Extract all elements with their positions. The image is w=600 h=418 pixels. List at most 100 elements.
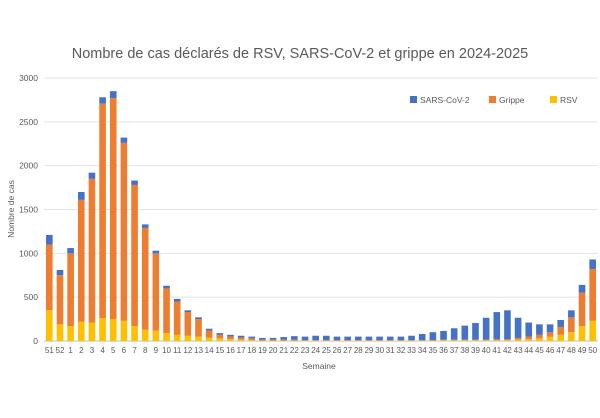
bar-sars-cov-2-week-47 xyxy=(557,320,564,327)
x-tick-label: 38 xyxy=(460,346,469,355)
x-tick-label: 50 xyxy=(588,346,597,355)
bar-sars-cov-2-week-14 xyxy=(206,329,213,331)
legend-swatch-sars-cov-2 xyxy=(410,96,417,103)
x-tick-label: 28 xyxy=(354,346,363,355)
bar-rsv-week-17 xyxy=(238,340,245,341)
x-tick-label: 17 xyxy=(237,346,246,355)
bar-grippe-week-1 xyxy=(67,253,74,326)
x-tick-label: 27 xyxy=(343,346,352,355)
bar-sars-cov-2-week-40 xyxy=(483,318,490,340)
x-tick-label: 45 xyxy=(535,346,544,355)
bar-rsv-week-51 xyxy=(46,310,53,341)
x-tick-label: 9 xyxy=(154,346,159,355)
x-tick-label: 12 xyxy=(183,346,192,355)
bar-sars-cov-2-week-44 xyxy=(525,323,532,337)
bar-sars-cov-2-week-2 xyxy=(78,192,85,200)
y-tick-label: 3000 xyxy=(19,73,38,83)
bar-rsv-week-12 xyxy=(185,336,192,341)
x-tick-label: 20 xyxy=(269,346,278,355)
bar-sars-cov-2-week-48 xyxy=(568,310,575,317)
bar-sars-cov-2-week-19 xyxy=(259,338,266,340)
bar-rsv-week-42 xyxy=(504,340,511,341)
bar-grippe-week-6 xyxy=(121,143,128,321)
bar-sars-cov-2-week-18 xyxy=(248,337,255,339)
bar-sars-cov-2-week-20 xyxy=(270,338,277,340)
bar-rsv-week-45 xyxy=(536,338,543,341)
bar-sars-cov-2-week-28 xyxy=(355,337,362,341)
x-tick-label: 48 xyxy=(567,346,576,355)
bar-rsv-week-52 xyxy=(57,324,64,341)
bar-rsv-week-41 xyxy=(493,340,500,341)
bar-grippe-week-18 xyxy=(248,338,255,340)
bar-rsv-week-16 xyxy=(227,339,234,341)
x-tick-label: 14 xyxy=(205,346,214,355)
bar-sars-cov-2-week-25 xyxy=(323,336,330,340)
bar-sars-cov-2-week-8 xyxy=(142,224,149,228)
bar-sars-cov-2-week-52 xyxy=(57,270,64,275)
x-tick-label: 33 xyxy=(407,346,416,355)
x-tick-label: 23 xyxy=(301,346,310,355)
bar-grippe-week-22 xyxy=(291,340,298,341)
x-tick-label: 34 xyxy=(418,346,427,355)
bar-grippe-week-4 xyxy=(99,103,106,318)
bar-grippe-week-10 xyxy=(163,288,170,333)
bar-sars-cov-2-week-35 xyxy=(430,332,437,340)
bar-sars-cov-2-week-32 xyxy=(398,337,405,341)
bar-sars-cov-2-week-13 xyxy=(195,317,202,319)
y-axis-label: Nombre de cas xyxy=(6,180,16,238)
bar-sars-cov-2-week-30 xyxy=(376,337,383,341)
x-tick-label: 13 xyxy=(194,346,203,355)
x-tick-label: 47 xyxy=(556,346,565,355)
legend-swatch-rsv xyxy=(550,96,557,103)
x-tick-label: 39 xyxy=(471,346,480,355)
x-tick-label: 11 xyxy=(173,346,182,355)
bar-rsv-week-8 xyxy=(142,330,149,341)
bar-grippe-week-21 xyxy=(280,340,287,341)
bar-sars-cov-2-week-23 xyxy=(302,337,309,341)
bar-sars-cov-2-week-5 xyxy=(110,91,117,98)
x-tick-label: 5 xyxy=(111,346,116,355)
bar-rsv-week-6 xyxy=(121,321,128,341)
bar-sars-cov-2-week-41 xyxy=(493,312,500,339)
y-tick-label: 2500 xyxy=(19,117,38,127)
x-tick-label: 40 xyxy=(482,346,491,355)
bar-sars-cov-2-week-43 xyxy=(515,318,522,338)
bar-sars-cov-2-week-36 xyxy=(440,331,447,340)
bar-sars-cov-2-week-6 xyxy=(121,138,128,143)
x-tick-label: 32 xyxy=(396,346,405,355)
bar-sars-cov-2-week-16 xyxy=(227,335,234,337)
bar-grippe-week-16 xyxy=(227,337,234,340)
bar-rsv-week-2 xyxy=(78,322,85,341)
bar-grippe-week-12 xyxy=(185,312,192,336)
x-tick-label: 1 xyxy=(68,346,73,355)
bar-rsv-week-15 xyxy=(216,338,223,341)
bar-sars-cov-2-week-50 xyxy=(589,259,596,269)
bar-rsv-week-40 xyxy=(483,340,490,341)
x-tick-label: 26 xyxy=(333,346,342,355)
bar-rsv-week-37 xyxy=(451,340,458,341)
x-tick-label: 18 xyxy=(247,346,256,355)
bar-grippe-week-44 xyxy=(525,337,532,340)
x-tick-label: 4 xyxy=(100,346,105,355)
y-tick-label: 2000 xyxy=(19,161,38,171)
x-tick-label: 24 xyxy=(311,346,320,355)
bar-rsv-week-38 xyxy=(462,340,469,341)
x-tick-label: 51 xyxy=(45,346,54,355)
bar-grippe-week-15 xyxy=(216,335,223,339)
bar-sars-cov-2-week-9 xyxy=(153,251,160,254)
y-tick-label: 500 xyxy=(24,292,38,302)
bar-sars-cov-2-week-42 xyxy=(504,310,511,339)
bar-sars-cov-2-week-7 xyxy=(131,181,138,185)
x-tick-label: 52 xyxy=(56,346,65,355)
x-tick-label: 3 xyxy=(90,346,95,355)
bar-sars-cov-2-week-12 xyxy=(185,310,192,312)
bar-grippe-week-45 xyxy=(536,335,543,339)
bar-sars-cov-2-week-27 xyxy=(344,337,351,341)
bar-grippe-week-8 xyxy=(142,228,149,330)
bar-rsv-week-43 xyxy=(515,340,522,341)
bar-grippe-week-3 xyxy=(89,179,96,323)
bar-grippe-week-2 xyxy=(78,200,85,322)
bar-rsv-week-14 xyxy=(206,337,213,341)
